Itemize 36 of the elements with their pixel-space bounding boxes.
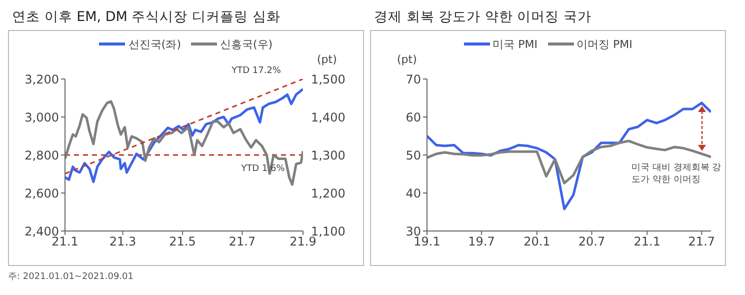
- chart-title: 경제 회복 강도가 약한 이머징 국가: [373, 8, 592, 27]
- x-tick-label: 19.1: [414, 234, 440, 249]
- text: YTD 17.2%: [232, 65, 281, 78]
- legend-label: 선진국(좌): [128, 36, 181, 52]
- line-series: [65, 100, 303, 186]
- x-tick-label: 21.9: [290, 234, 316, 249]
- line-series: [427, 140, 711, 184]
- x-tick-label: 20.1: [524, 234, 550, 249]
- x-tick-label: 21.7: [228, 234, 256, 249]
- y-tick-label: 2,600: [24, 186, 59, 200]
- y-tick-label: 3,200: [24, 72, 59, 86]
- y2-tick-label: 1,400: [311, 110, 346, 124]
- x-tick-label: 21.5: [169, 234, 196, 249]
- x-tick-label: 21.3: [109, 234, 136, 249]
- x-tick-label: 19.7: [468, 234, 495, 249]
- y-tick-label: 60: [406, 110, 421, 124]
- line-series: [65, 88, 303, 184]
- y-tick-label: 2,800: [24, 148, 59, 162]
- y-tick-label: 50: [406, 148, 421, 162]
- chart-title: 연초 이후 EM, DM 주식시장 디커플링 심화: [11, 8, 282, 27]
- y-axis-title: (pt): [397, 53, 417, 66]
- y2-tick-label: 1,500: [311, 72, 346, 86]
- legend-label: 미국 PMI: [492, 36, 538, 52]
- annotation: 미국 대비 경제회복 강도가 약한 이머징: [632, 162, 722, 186]
- x-tick-label: 20.7: [578, 234, 606, 249]
- y2-tick-label: 1,300: [311, 148, 346, 162]
- y2-tick-label: 1,200: [311, 186, 346, 200]
- y2-axis-title: (pt): [317, 53, 337, 66]
- x-tick-label: 21.1: [634, 234, 661, 249]
- y-tick-label: 70: [406, 72, 421, 86]
- text: 주: 2021.01.01~2021.09.01: [8, 271, 134, 283]
- y-tick-label: 3,000: [24, 110, 59, 124]
- x-tick-label: 21.7: [688, 234, 716, 249]
- legend-label: 신흥국(우): [220, 36, 273, 52]
- legend-label: 이머징 PMI: [576, 36, 632, 52]
- y-tick-label: 40: [406, 186, 421, 200]
